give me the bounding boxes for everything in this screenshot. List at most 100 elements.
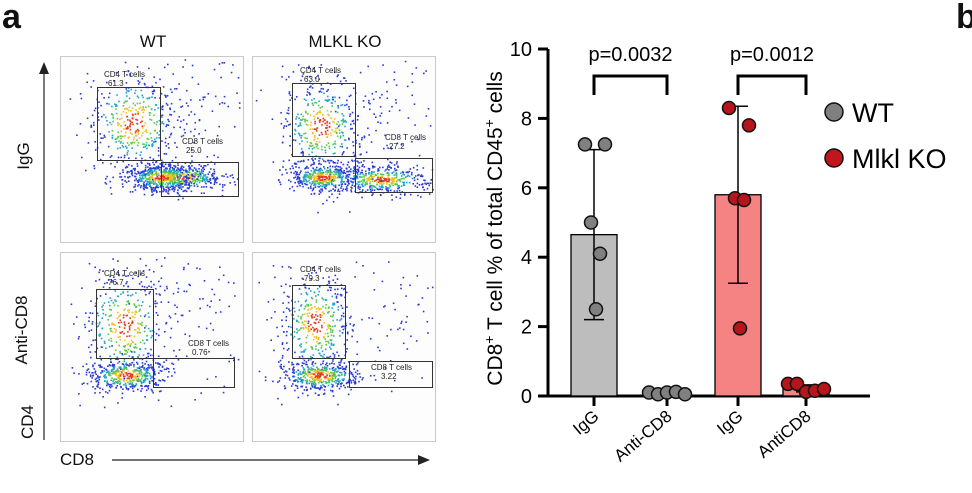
flow-event-dot bbox=[133, 328, 136, 331]
flow-event-dot bbox=[343, 362, 346, 364]
flow-event-dot bbox=[136, 363, 139, 365]
flow-event-dot bbox=[426, 320, 429, 323]
flow-event-dot bbox=[202, 176, 205, 178]
flow-event-dot bbox=[321, 297, 324, 299]
flow-event-dot bbox=[155, 312, 158, 314]
flow-event-dot bbox=[359, 145, 361, 148]
flow-event-dot bbox=[414, 175, 417, 177]
flow-event-dot bbox=[321, 169, 324, 172]
flow-event-dot bbox=[115, 341, 118, 343]
flow-event-dot bbox=[343, 378, 345, 380]
flow-event-dot bbox=[151, 367, 153, 370]
flow-event-dot bbox=[360, 153, 362, 155]
flow-event-dot bbox=[395, 176, 398, 179]
flow-event-dot bbox=[377, 170, 379, 172]
flow-event-dot bbox=[139, 366, 141, 368]
flow-event-dot bbox=[116, 105, 118, 107]
flow-event-dot bbox=[267, 301, 270, 303]
flow-event-dot bbox=[320, 372, 323, 374]
p-value-label: p=0.0012 bbox=[730, 44, 814, 66]
flow-event-dot bbox=[326, 365, 329, 367]
flow-event-dot bbox=[196, 170, 199, 173]
flow-event-dot bbox=[155, 186, 158, 188]
flow-event-dot bbox=[306, 374, 309, 376]
flow-event-dot bbox=[156, 121, 158, 123]
flow-event-dot bbox=[321, 190, 324, 192]
flow-event-dot bbox=[324, 348, 327, 351]
flow-event-dot bbox=[135, 271, 137, 274]
flow-event-dot bbox=[288, 266, 290, 268]
flow-event-dot bbox=[155, 137, 158, 139]
flow-event-dot bbox=[325, 369, 327, 371]
flow-event-dot bbox=[125, 362, 128, 364]
flow-event-dot bbox=[169, 133, 172, 136]
flow-event-dot bbox=[388, 181, 390, 183]
flow-event-dot bbox=[128, 311, 130, 314]
flow-event-dot bbox=[121, 117, 123, 119]
flow-event-dot bbox=[331, 129, 333, 131]
flow-event-dot bbox=[167, 163, 170, 166]
flow-event-dot bbox=[322, 203, 324, 205]
flow-event-dot bbox=[138, 304, 140, 307]
flow-event-dot bbox=[287, 109, 290, 112]
flow-event-dot bbox=[380, 186, 382, 188]
flow-event-dot bbox=[105, 347, 107, 349]
flow-event-dot bbox=[344, 188, 347, 191]
flow-event-dot bbox=[298, 173, 301, 176]
flow-event-dot bbox=[190, 149, 193, 151]
flow-event-dot bbox=[134, 169, 136, 172]
flow-event-dot bbox=[324, 151, 327, 154]
flow-event-dot bbox=[164, 174, 167, 176]
flow-event-dot bbox=[319, 319, 321, 321]
flow-event-dot bbox=[144, 166, 147, 169]
flow-event-dot bbox=[117, 122, 119, 124]
flow-event-dot bbox=[320, 168, 322, 171]
flow-event-dot bbox=[351, 120, 354, 123]
flow-event-dot bbox=[200, 392, 202, 394]
flow-event-dot bbox=[376, 181, 378, 183]
flow-event-dot bbox=[135, 373, 138, 375]
flow-event-dot bbox=[157, 355, 160, 357]
flow-event-dot bbox=[387, 147, 389, 149]
flow-event-dot bbox=[180, 181, 183, 183]
flow-event-dot bbox=[145, 367, 148, 370]
flow-event-dot bbox=[110, 123, 113, 126]
flow-event-dot bbox=[343, 368, 346, 370]
flow-event-dot bbox=[340, 284, 343, 286]
flow-event-dot bbox=[331, 380, 334, 383]
flow-event-dot bbox=[292, 380, 295, 382]
flow-event-dot bbox=[198, 133, 200, 135]
flow-event-dot bbox=[380, 173, 382, 175]
flow-event-dot bbox=[305, 176, 307, 178]
flow-event-dot bbox=[334, 293, 337, 295]
flow-event-dot bbox=[158, 137, 160, 139]
flow-event-dot bbox=[301, 321, 304, 324]
flow-event-dot bbox=[353, 175, 355, 177]
flow-event-dot bbox=[103, 342, 106, 344]
flow-event-dot bbox=[324, 119, 326, 121]
flow-event-dot bbox=[331, 295, 334, 298]
flow-event-dot bbox=[113, 276, 115, 278]
flow-event-dot bbox=[292, 314, 295, 316]
flow-event-dot bbox=[371, 161, 374, 164]
flow-event-dot bbox=[136, 139, 138, 141]
flow-event-dot bbox=[129, 374, 132, 377]
flow-event-dot bbox=[403, 194, 406, 196]
flow-event-dot bbox=[373, 171, 375, 173]
flow-event-dot bbox=[383, 147, 385, 150]
flow-event-dot bbox=[144, 145, 147, 148]
flow-event-dot bbox=[193, 135, 195, 137]
flow-event-dot bbox=[357, 170, 360, 173]
flow-event-dot bbox=[395, 173, 398, 176]
flow-event-dot bbox=[303, 369, 305, 371]
flow-event-dot bbox=[140, 89, 143, 92]
flow-event-dot bbox=[149, 183, 151, 185]
flow-event-dot bbox=[289, 379, 291, 381]
flow-event-dot bbox=[341, 307, 344, 309]
flow-event-dot bbox=[310, 304, 312, 306]
flow-event-dot bbox=[176, 183, 178, 186]
flow-event-dot bbox=[320, 87, 323, 90]
flow-event-dot bbox=[317, 185, 319, 188]
flow-event-dot bbox=[149, 305, 151, 308]
flow-event-dot bbox=[203, 186, 205, 188]
